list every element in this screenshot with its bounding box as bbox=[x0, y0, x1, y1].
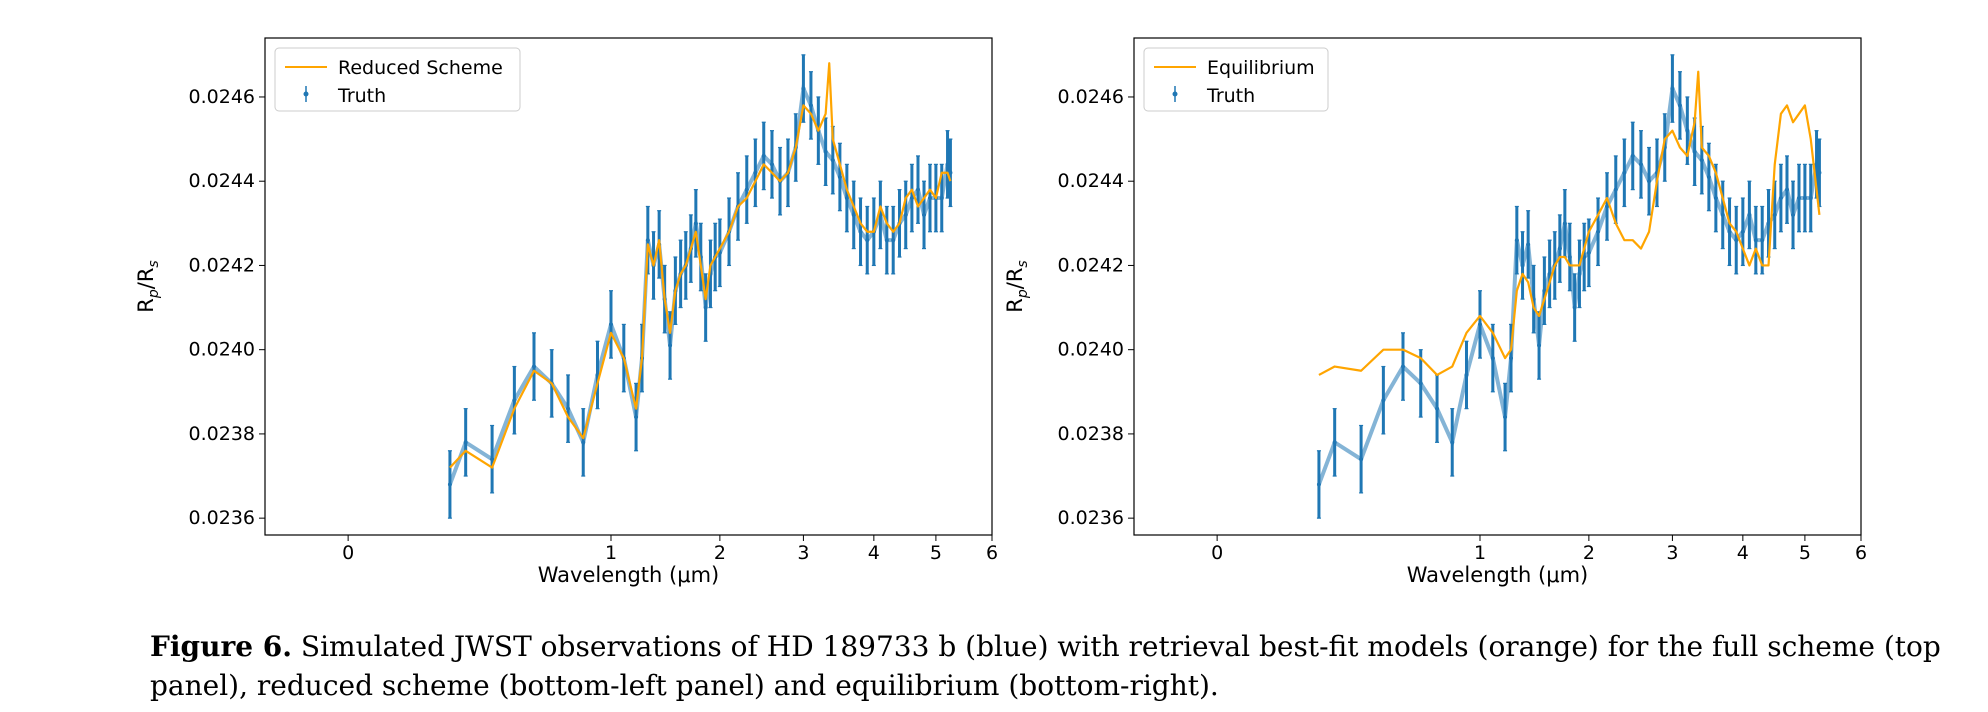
series-truth bbox=[447, 54, 953, 519]
x-tick-label: 4 bbox=[1737, 542, 1749, 564]
plot-area bbox=[447, 54, 953, 519]
x-tick-label: 1 bbox=[605, 542, 617, 564]
legend: Reduced Scheme Truth bbox=[274, 47, 521, 112]
x-tick-label: 2 bbox=[1583, 542, 1595, 564]
plot-frame bbox=[1133, 37, 1862, 536]
x-tick-label: 6 bbox=[986, 542, 998, 564]
caption-label: Figure 6. bbox=[150, 630, 292, 663]
legend-truth-label: Truth bbox=[337, 85, 386, 107]
figure-panels: 0.0236 0.0238 0.0240 0.0242 0.0244 0.0246 0 1 2 3… bbox=[134, 37, 1867, 587]
legend-model-label: Equilibrium bbox=[1207, 57, 1315, 79]
legend-truth-marker bbox=[1172, 91, 1178, 97]
y-axis-label-part: s bbox=[1015, 260, 1031, 267]
x-tick-label: 6 bbox=[1855, 542, 1867, 564]
y-tick-label: 0.0242 bbox=[189, 254, 255, 276]
y-axis-label-part: p bbox=[146, 289, 162, 299]
x-tick-label: 1 bbox=[1474, 542, 1486, 564]
legend-truth-marker bbox=[303, 91, 309, 97]
x-tick-label: 3 bbox=[797, 542, 809, 564]
y-tick-label: 0.0238 bbox=[1058, 423, 1124, 445]
plot-frame bbox=[264, 37, 993, 536]
y-tick-label: 0.0246 bbox=[189, 86, 255, 108]
x-tick-label: 0 bbox=[342, 542, 354, 564]
y-axis-label: Rp/Rs bbox=[134, 260, 162, 312]
legend-box bbox=[1143, 47, 1329, 112]
y-axis-label-part: p bbox=[1015, 289, 1031, 299]
series-model-line bbox=[449, 62, 952, 469]
panel-equilibrium: 0.0236 0.0238 0.0240 0.0242 0.0244 0.0246 0 1 2 3… bbox=[1003, 37, 1867, 587]
y-axis-label-part: s bbox=[146, 260, 162, 267]
x-axis-label: Wavelength (μm) bbox=[1407, 563, 1588, 587]
y-tick-label: 0.0244 bbox=[189, 170, 255, 192]
x-axis-label: Wavelength (μm) bbox=[538, 563, 719, 587]
y-axis-label-part: /R bbox=[1003, 268, 1027, 290]
y-tick-label: 0.0236 bbox=[1058, 507, 1124, 529]
x-tick-label: 4 bbox=[868, 542, 880, 564]
series-truth bbox=[1316, 54, 1822, 519]
y-axis-label-part: R bbox=[134, 298, 158, 313]
y-axis-label-part: R bbox=[1003, 298, 1027, 313]
x-tick-label: 0 bbox=[1211, 542, 1223, 564]
series-model-line bbox=[1318, 70, 1821, 377]
x-tick-label: 3 bbox=[1666, 542, 1678, 564]
y-tick-label: 0.0246 bbox=[1058, 86, 1124, 108]
y-tick-label: 0.0240 bbox=[189, 339, 255, 361]
y-tick-label: 0.0244 bbox=[1058, 170, 1124, 192]
caption-text: Simulated JWST observations of HD 189733… bbox=[150, 630, 1941, 702]
y-tick-label: 0.0240 bbox=[1058, 339, 1124, 361]
y-tick-label: 0.0236 bbox=[189, 507, 255, 529]
legend-truth-label: Truth bbox=[1206, 85, 1255, 107]
x-tick-label: 2 bbox=[714, 542, 726, 564]
y-axis-label: Rp/Rs bbox=[1003, 260, 1031, 312]
legend-model-label: Reduced Scheme bbox=[338, 57, 503, 79]
y-tick-label: 0.0242 bbox=[1058, 254, 1124, 276]
y-tick-label: 0.0238 bbox=[189, 423, 255, 445]
x-tick-label: 5 bbox=[1799, 542, 1811, 564]
x-tick-label: 5 bbox=[930, 542, 942, 564]
legend: Equilibrium Truth bbox=[1143, 47, 1329, 112]
plot-area bbox=[1316, 54, 1822, 519]
panel-reduced-scheme: 0.0236 0.0238 0.0240 0.0242 0.0244 0.0246 0 1 2 3… bbox=[134, 37, 998, 587]
figure-caption: Figure 6. Simulated JWST observations of… bbox=[150, 627, 1980, 705]
y-axis-label-part: /R bbox=[134, 268, 158, 290]
legend-box bbox=[274, 47, 521, 112]
truth-band bbox=[1317, 81, 1822, 486]
